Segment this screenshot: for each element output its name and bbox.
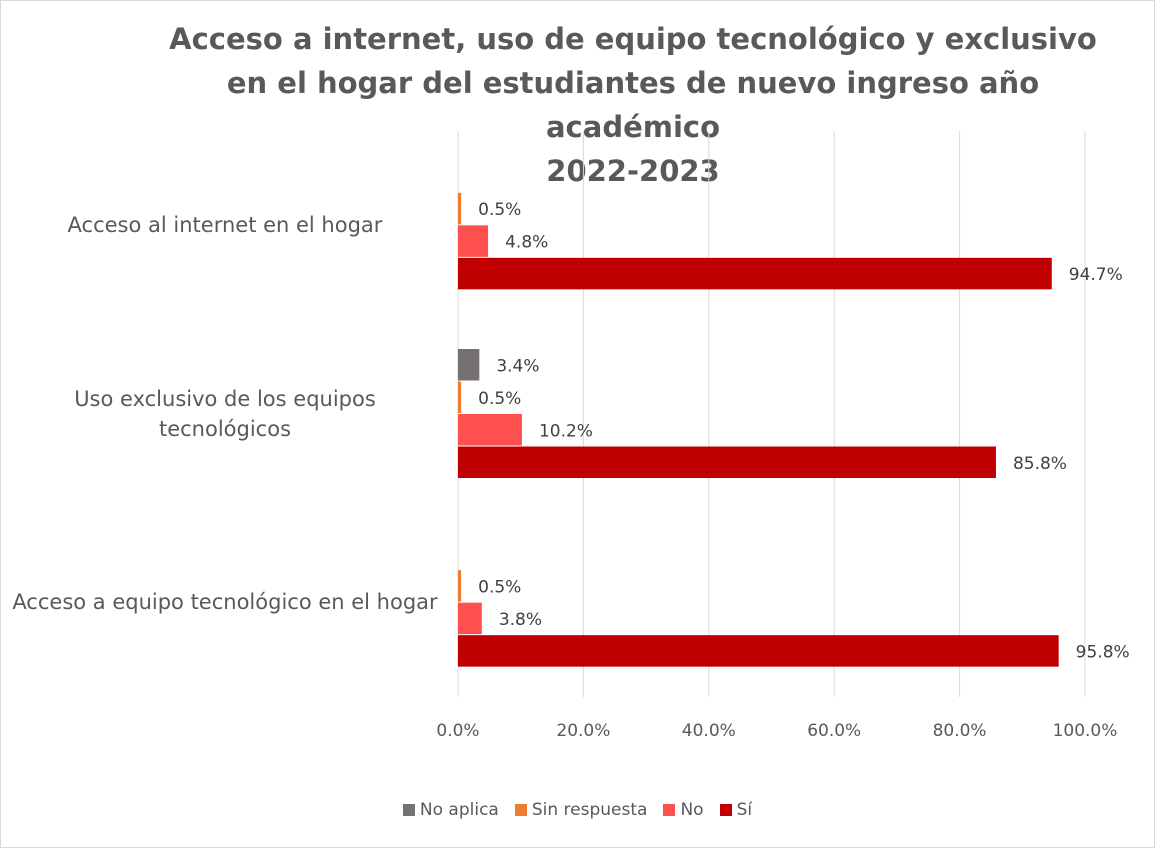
x-tick-label: 40.0% — [682, 721, 736, 741]
legend-item: Sin respuesta — [514, 800, 648, 820]
category-label: Uso exclusivo de los equipos tecnológico… — [74, 386, 376, 441]
data-label: 85.8% — [1013, 454, 1067, 474]
data-label: 0.5% — [478, 389, 521, 409]
bar — [458, 446, 996, 478]
data-label: 0.5% — [478, 200, 521, 220]
data-label: 10.2% — [539, 421, 593, 441]
data-label: 95.8% — [1076, 642, 1130, 662]
bar — [458, 414, 522, 446]
legend-item: No — [663, 800, 704, 820]
legend-item: Sí — [719, 800, 753, 820]
chart-title: Acceso a internet, uso de equipo tecnoló… — [169, 22, 1097, 56]
data-label: 94.7% — [1069, 265, 1123, 285]
legend-label: No — [680, 800, 704, 820]
bar — [458, 602, 482, 635]
x-tick-label: 0.0% — [436, 721, 479, 741]
bar — [458, 635, 1059, 667]
legend-label: Sí — [736, 800, 753, 820]
legend-swatch — [514, 804, 527, 816]
legend-label: Sin respuesta — [531, 800, 648, 820]
data-label: 3.4% — [496, 356, 539, 376]
legend-label: No aplica — [419, 800, 499, 820]
category-label: Acceso al internet en el hogar — [67, 213, 383, 238]
x-tick-label: 20.0% — [556, 721, 610, 741]
bar — [458, 349, 480, 381]
bar — [458, 570, 462, 602]
data-label: 3.8% — [499, 610, 542, 630]
legend-swatch — [663, 804, 676, 816]
legend-swatch — [719, 804, 732, 816]
chart-title: en el hogar del estudiantes de nuevo ing… — [227, 66, 1039, 100]
data-label: 0.5% — [478, 577, 521, 597]
category-label: Acceso a equipo tecnológico en el hogar — [12, 590, 438, 615]
x-tick-label: 100.0% — [1053, 721, 1118, 741]
data-label: 4.8% — [505, 233, 548, 253]
chart-title: académico — [546, 110, 720, 144]
chart-title: 2022-2023 — [546, 154, 719, 188]
bar — [458, 381, 462, 413]
bar — [458, 192, 462, 225]
bar — [458, 225, 489, 257]
legend-item: No aplica — [402, 800, 499, 820]
legend: No aplica Sin respuesta No Sí — [0, 800, 1155, 820]
x-tick-label: 60.0% — [807, 721, 861, 741]
legend-swatch — [402, 804, 415, 816]
x-tick-label: 80.0% — [933, 721, 987, 741]
bar — [458, 257, 1052, 290]
